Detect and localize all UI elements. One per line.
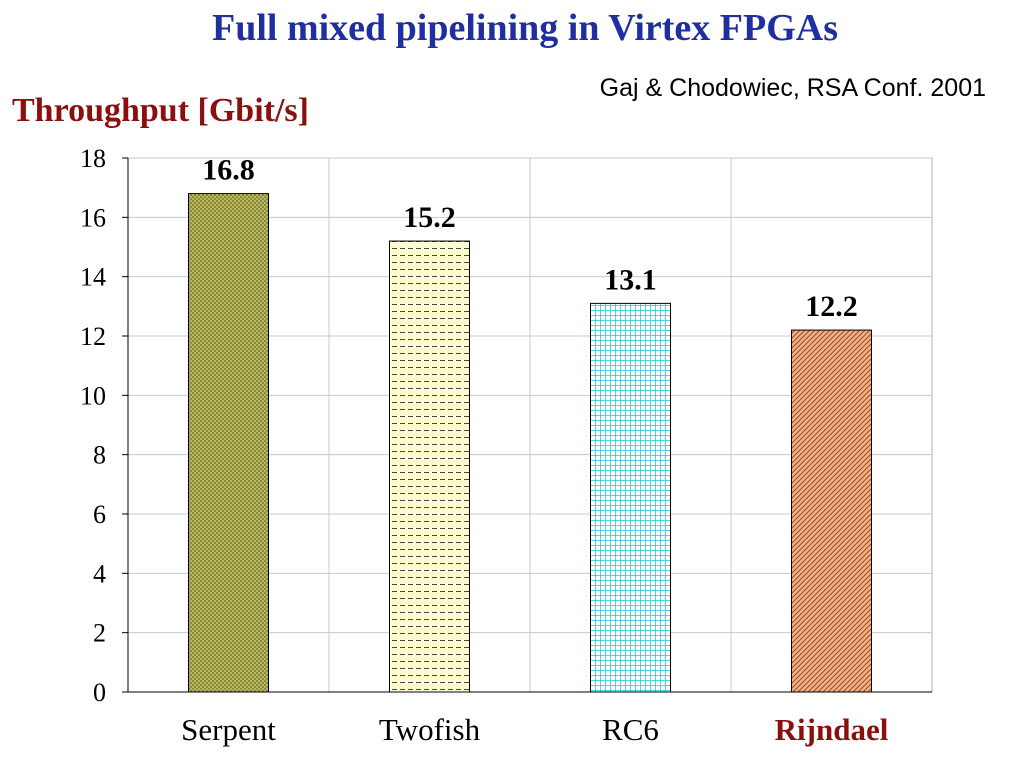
y-tick-label: 6 xyxy=(93,500,106,529)
category-label: Rijndael xyxy=(775,712,889,747)
y-tick-label: 10 xyxy=(80,381,106,410)
citation: Gaj & Chodowiec, RSA Conf. 2001 xyxy=(599,74,986,102)
y-tick-label: 18 xyxy=(80,144,106,173)
category-label: Twofish xyxy=(379,712,481,747)
category-label: RC6 xyxy=(602,712,659,747)
bar-serpent xyxy=(188,193,269,693)
data-labels: 16.8 15.2 13.1 12.2 xyxy=(202,154,858,323)
data-label: 12.2 xyxy=(805,290,858,323)
data-label: 13.1 xyxy=(604,263,657,296)
axes: 0 2 4 6 8 10 12 14 16 18 Serpent Twofish RC6 Rijndael xyxy=(80,144,932,747)
bar-rijndael xyxy=(791,329,872,693)
y-tick-label: 12 xyxy=(80,322,106,351)
y-tick-label: 0 xyxy=(93,678,106,707)
bars xyxy=(188,193,872,693)
y-tick-label: 4 xyxy=(93,559,106,588)
category-label: Serpent xyxy=(181,712,276,747)
y-tick-label: 16 xyxy=(80,203,106,232)
y-tick-label: 8 xyxy=(93,441,106,470)
data-label: 15.2 xyxy=(403,201,456,234)
bar-twofish xyxy=(389,240,470,693)
data-label: 16.8 xyxy=(202,154,255,187)
page-title: Full mixed pipelining in Virtex FPGAs xyxy=(212,7,838,49)
bar-rc6 xyxy=(590,302,671,693)
y-axis-label: Throughput [Gbit/s] xyxy=(12,92,309,129)
y-tick-label: 2 xyxy=(93,619,106,648)
y-tick-label: 14 xyxy=(80,263,106,292)
